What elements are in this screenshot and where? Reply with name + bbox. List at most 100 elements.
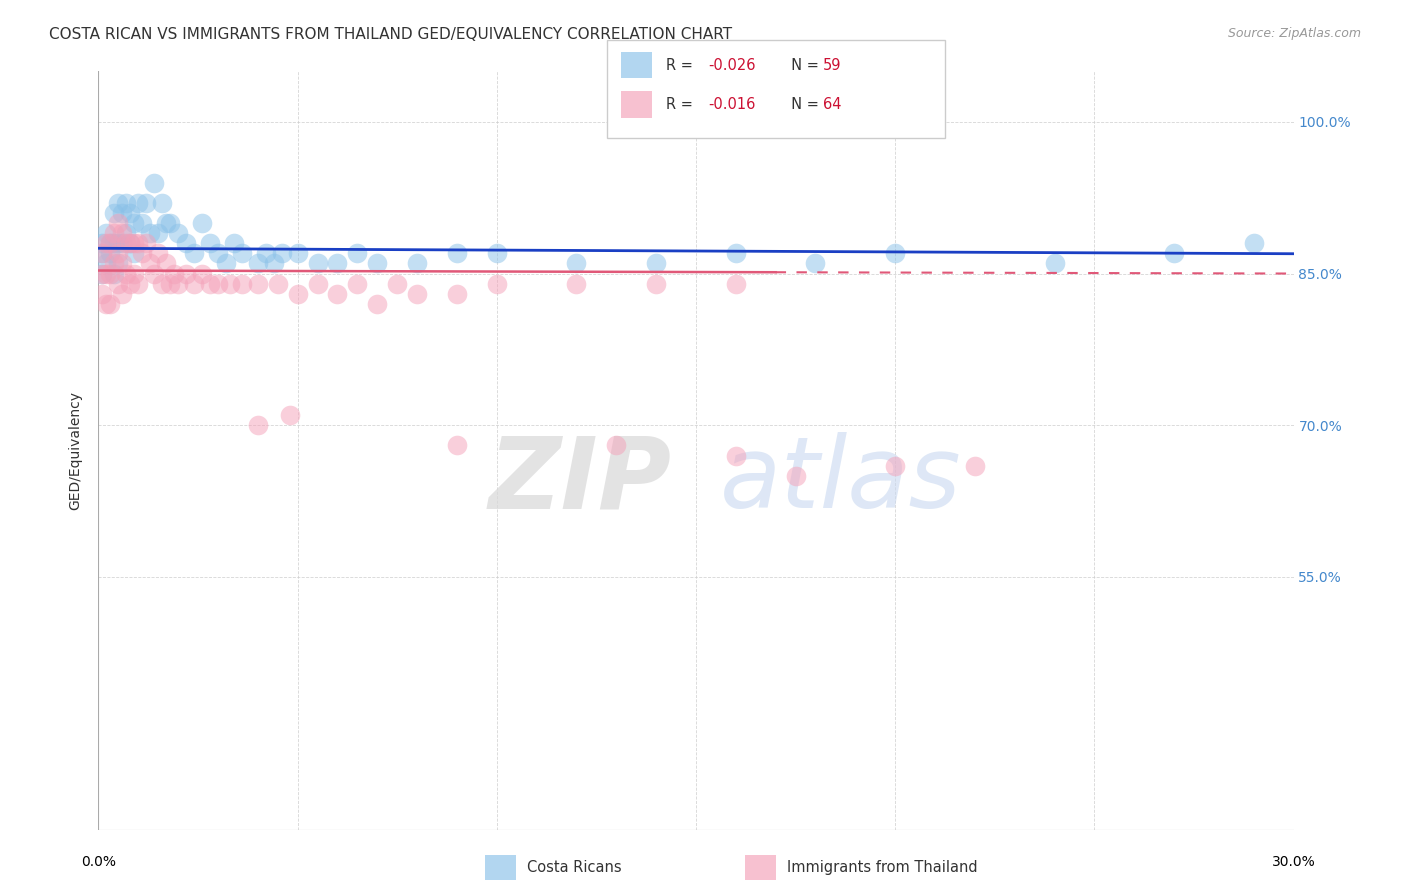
Point — [127, 277, 149, 291]
Point — [107, 246, 129, 260]
Point — [91, 246, 114, 260]
Point — [103, 267, 125, 281]
Point — [191, 267, 214, 281]
Point — [111, 256, 134, 270]
Text: Costa Ricans: Costa Ricans — [527, 860, 621, 874]
Text: Immigrants from Thailand: Immigrants from Thailand — [787, 860, 979, 874]
Point — [724, 246, 747, 260]
Point — [183, 246, 205, 260]
Point — [804, 256, 827, 270]
Point — [246, 418, 269, 433]
Point — [98, 236, 122, 251]
Point — [485, 246, 508, 260]
Point — [115, 236, 138, 251]
Text: 30.0%: 30.0% — [1271, 855, 1316, 869]
Point — [103, 236, 125, 251]
Point — [219, 277, 242, 291]
Text: -0.016: -0.016 — [709, 97, 756, 112]
Point — [107, 216, 129, 230]
Point — [167, 277, 190, 291]
Text: atlas: atlas — [720, 433, 962, 529]
Point — [150, 195, 173, 210]
Point — [111, 286, 134, 301]
Point — [307, 277, 329, 291]
Point — [1163, 246, 1185, 260]
Point — [724, 277, 747, 291]
Point — [127, 195, 149, 210]
Point — [91, 267, 114, 281]
Point — [120, 236, 142, 251]
Point — [96, 267, 118, 281]
Point — [565, 256, 588, 270]
Point — [107, 277, 129, 291]
Point — [96, 297, 118, 311]
Point — [884, 458, 907, 473]
Text: 0.0%: 0.0% — [82, 855, 115, 869]
Point — [1243, 236, 1265, 251]
Point — [98, 236, 122, 251]
Text: -0.026: -0.026 — [709, 58, 756, 72]
Point — [131, 216, 153, 230]
Point — [120, 277, 142, 291]
Point — [155, 256, 177, 270]
Point — [254, 246, 277, 260]
Point — [124, 246, 146, 260]
Point — [326, 256, 349, 270]
Point — [148, 226, 170, 240]
Point — [485, 277, 508, 291]
Point — [124, 267, 146, 281]
Point — [326, 286, 349, 301]
Point — [406, 256, 429, 270]
Point — [231, 246, 253, 260]
Point — [198, 236, 221, 251]
Point — [103, 206, 125, 220]
Point — [98, 246, 122, 260]
Text: R =: R = — [666, 97, 697, 112]
Point — [155, 216, 177, 230]
Point — [565, 277, 588, 291]
Point — [231, 277, 253, 291]
Point — [91, 246, 114, 260]
Point — [131, 246, 153, 260]
Point — [366, 297, 388, 311]
Point — [96, 226, 118, 240]
Point — [124, 216, 146, 230]
Point — [222, 236, 245, 251]
Point — [143, 267, 166, 281]
Point — [215, 256, 238, 270]
Point — [139, 226, 162, 240]
Point — [111, 226, 134, 240]
Point — [287, 246, 309, 260]
Point — [191, 216, 214, 230]
Y-axis label: GED/Equivalency: GED/Equivalency — [69, 391, 83, 510]
Point — [150, 277, 173, 291]
Point — [207, 277, 229, 291]
Point — [163, 267, 186, 281]
Text: ZIP: ZIP — [489, 433, 672, 529]
Point — [127, 236, 149, 251]
Text: N =: N = — [782, 97, 824, 112]
Point — [1043, 256, 1066, 270]
Point — [270, 246, 292, 260]
Point — [385, 277, 409, 291]
Point — [115, 226, 138, 240]
Point — [124, 236, 146, 251]
Point — [198, 277, 221, 291]
Point — [103, 226, 125, 240]
Point — [107, 236, 129, 251]
Point — [207, 246, 229, 260]
Point — [278, 408, 301, 422]
Point — [346, 277, 368, 291]
Point — [174, 267, 197, 281]
Point — [143, 176, 166, 190]
Point — [267, 277, 290, 291]
Point — [91, 236, 114, 251]
Point — [724, 449, 747, 463]
Point — [103, 256, 125, 270]
Point — [120, 206, 142, 220]
Point — [446, 286, 468, 301]
Point — [98, 267, 122, 281]
Point — [183, 277, 205, 291]
Point — [120, 236, 142, 251]
Point — [96, 256, 118, 270]
